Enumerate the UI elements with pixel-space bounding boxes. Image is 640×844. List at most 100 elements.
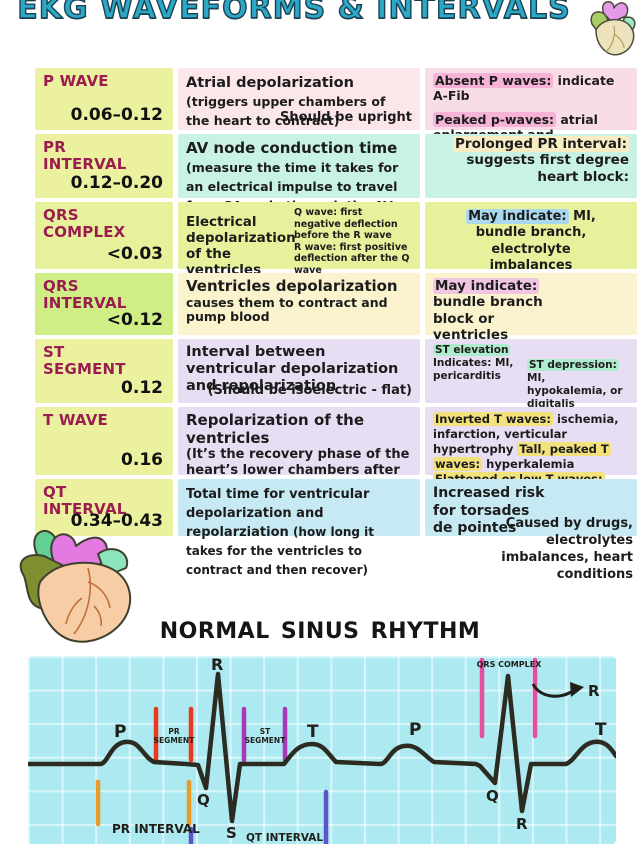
note-text: hyperkalemia [482,456,575,471]
qt-interval-description-cell: Total time for ventricular depolarizatio… [178,479,420,577]
st-elevation-note: ST elevation Indicates: MI, pericarditis [433,344,517,398]
t-wave-label: T [307,722,319,742]
row-value: <0.03 [106,243,163,264]
description-title: AV node conduction time [186,139,398,157]
note-cause-text: Caused by drugs, electrolytes imbalances… [501,516,633,582]
qrs-complex-label: QRS COMPLEX [477,660,543,669]
description-title: Atrial depolarization [186,75,354,91]
pwave-header-cell: P WAVE 0.06–0.12 [35,68,173,130]
description-detail: (triggers upper chambers of the heart to… [186,94,386,128]
description-detail: causes them to contract and pump blood [186,294,388,325]
qt-interval-header-cell: QT INTERVAL 0.34–0.43 [35,479,173,536]
qrs-complex-notes-cell: May indicate: MI, bundle branch, electro… [425,202,637,273]
row-header: T WAVE [43,411,108,429]
ekg-trace-svg: P R Q S T P Q R T R PR SEGMENT ST SEGMEN… [28,656,616,844]
description-title: Interval between ventricular depolarizat… [186,344,399,395]
qt-interval-label: QT INTERVAL [246,832,323,844]
row-value: 0.12–0.20 [70,172,163,193]
description-note: Should be upright [280,109,412,125]
note-highlight: Inverted T waves: [433,412,553,426]
st-segment-description-cell: Interval between ventricular depolarizat… [178,339,420,403]
qrs-complex-header-cell: QRS COMPLEX <0.03 [35,202,173,269]
note-text: suggests first degree heart block: [466,152,629,185]
r-wave-label: R [516,815,528,833]
q-wave-label: Q [197,791,210,809]
description-detail: (how long it takes for the ventricles to… [186,524,374,577]
ekg-table: P WAVE 0.06–0.12 Atrial depolarization (… [35,68,637,582]
note-text: Increased risk for torsades de pointes [433,485,545,536]
pr-segment-label: PR [168,727,179,736]
description-title: Electrical depolarization of the ventric… [186,214,296,278]
pr-interval-header-cell: PR INTERVAL 0.12–0.20 [35,134,173,198]
heart-illustration-bottom-left [19,529,131,643]
note-highlight-line: ST depression: [527,359,627,372]
wave-def: Q wave: first negative deflection before… [294,207,398,242]
ekg-trace [28,671,616,824]
p-wave-label: P [409,720,421,740]
description-detail: (It’s the recovery phase of the heart’s … [186,447,410,493]
ekg-strip: P R Q S T P Q R T R PR SEGMENT ST SEGMEN… [28,656,616,844]
st-segment-label: SEGMENT [245,736,287,745]
st-segment-notes-cell: ST elevation Indicates: MI, pericarditis… [425,339,637,410]
r-pointer-arrow [531,683,575,698]
note-highlight: Peaked p-waves: [433,111,557,127]
qt-interval-notes-cell: Increased risk for torsades de pointes C… [425,479,637,582]
note-highlight-line: ST elevation [433,344,517,357]
note-text: MI, hypokalemia, or digitalis [527,372,623,411]
page-title: EKG WAVEFORMS & INTERVALS [17,0,571,27]
note-highlight: Absent P waves: [433,73,554,88]
s-wave-label: S [226,824,237,842]
description-title: Repolarization of the ventricles [186,411,365,447]
row-value: 0.34–0.43 [70,510,163,531]
twave-header-cell: T WAVE 0.16 [35,407,173,475]
row-value: 0.12 [121,377,163,398]
note-highlight: ST depression: [527,359,619,371]
note-line: May indicate: MI, bundle branch, electro… [456,209,606,274]
r-pointer-arrowhead [570,682,584,697]
marker-bars [95,657,538,844]
qrs-interval-header-cell: QRS INTERVAL <0.12 [35,273,173,335]
pwave-notes-cell: Absent P waves: indicate A-Fib Peaked p-… [425,68,637,157]
row-header: QRS INTERVAL [43,277,127,312]
wave-def: R wave: first positive deflection after … [294,241,410,276]
r-arrow-label: R [588,682,600,700]
pr-segment-label: SEGMENT [154,736,196,745]
note-highlight: Prolonged PR interval: [453,136,629,152]
qrs-interval-description-cell: Ventricles depolarization causes them to… [178,273,420,335]
pwave-description-cell: Atrial depolarization (triggers upper ch… [178,68,420,130]
description-title: Total time for ventricular depolarizatio… [186,487,370,540]
r-wave-label: R [211,656,223,674]
st-segment-label: ST [260,727,271,736]
note-highlight: May indicate: [466,209,569,224]
note-text: MI, bundle branch, electrolyte imbalance… [475,209,596,273]
p-wave-label: P [114,722,126,742]
description-note: (Should be isoelectric - flat) [207,382,412,398]
row-value: <0.12 [106,309,163,330]
twave-notes-cell: Inverted T waves: ischemia, infarction, … [425,407,637,516]
description-wave-defs: Q wave: first negative deflection before… [294,207,412,311]
note-text: ischemia, infarction, verticular hypertr… [433,412,619,456]
note-highlight-line: May indicate: [433,278,629,294]
rhythm-heading: NORMAL SINUS RHYTHM [159,619,481,644]
note-highlight: ST elevation [433,344,511,356]
note-line: Absent P waves: indicate A-Fib [433,73,629,104]
row-value: 0.06–0.12 [70,104,163,125]
row-value: 0.16 [121,449,163,470]
description-title: Ventricles depolarization [186,277,398,295]
twave-description-cell: Repolarization of the ventricles (It’s t… [178,407,420,493]
note-highlight: May indicate: [433,278,540,294]
heart-illustration-top-right [590,1,636,56]
qrs-interval-notes-cell: May indicate: bundle branch block or ven… [425,273,637,360]
t-wave-label: T [595,720,607,740]
row-header: QRS COMPLEX [43,206,126,241]
q-wave-label: Q [486,787,499,805]
note-text: Indicates: MI, pericarditis [433,357,514,383]
pr-interval-notes-cell: Prolonged PR interval: suggests first de… [425,134,637,198]
row-header: QT INTERVAL [43,483,127,518]
note-text: indicate A-Fib [433,73,615,104]
row-header: PR INTERVAL [43,138,127,173]
st-segment-header-cell: ST SEGMENT 0.12 [35,339,173,403]
qrs-complex-description-cell: Electrical depolarization of the ventric… [178,202,420,311]
pr-interval-description-cell: AV node conduction time (measure the tim… [178,134,420,231]
row-header: ST SEGMENT [43,343,126,378]
